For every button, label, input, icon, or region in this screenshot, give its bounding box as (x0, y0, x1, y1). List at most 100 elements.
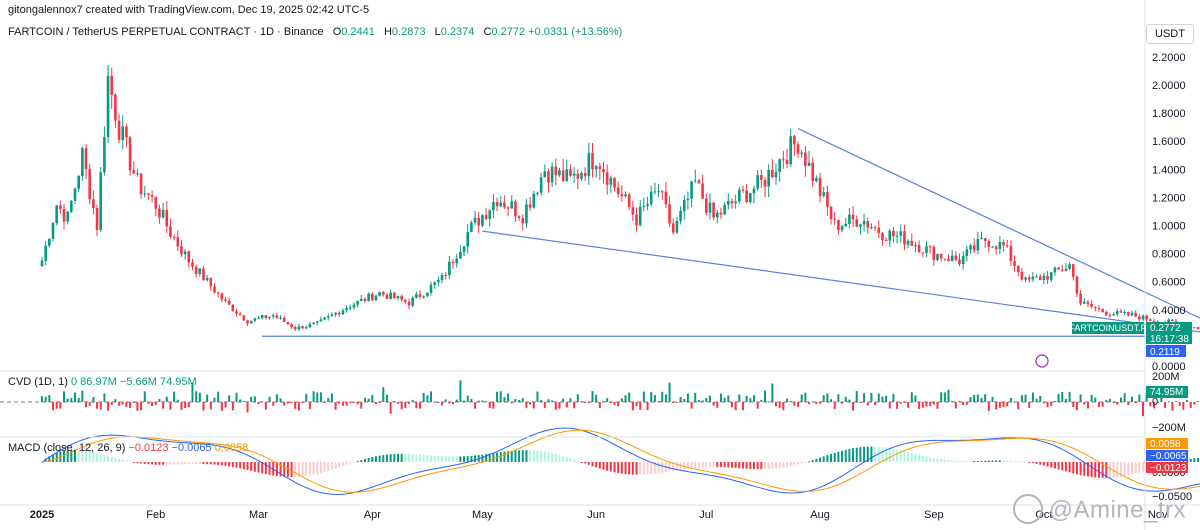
candle-body (341, 310, 345, 315)
candle-body (627, 194, 631, 208)
cvd-bar (239, 399, 242, 402)
candle-body (70, 200, 73, 212)
macd-histogram-bar (716, 462, 719, 468)
macd-histogram-bar (653, 462, 656, 474)
cvd-bar (422, 392, 425, 402)
cvd-bar (518, 400, 521, 402)
candle-body (466, 231, 470, 247)
macd-histogram-bar (870, 446, 873, 462)
cvd-value-1: 0 (70, 376, 78, 388)
cvd-bar (1094, 397, 1097, 402)
candle-body (943, 258, 947, 260)
cvd-bar (639, 402, 642, 410)
cvd-bar (338, 402, 341, 404)
macd-histogram-bar (323, 462, 326, 473)
cvd-bar (385, 394, 388, 402)
cvd-bar (1086, 402, 1089, 409)
candle-body (448, 261, 451, 276)
cvd-bar (1024, 394, 1027, 402)
macd-histogram-bar (1075, 462, 1078, 475)
cvd-bar (734, 402, 737, 411)
cvd-bar (312, 391, 315, 402)
candle-body (994, 246, 998, 250)
cvd-bar (1164, 402, 1167, 408)
cvd-bar (103, 393, 106, 402)
macd-histogram-bar (195, 462, 198, 465)
candle-body (220, 293, 224, 300)
cvd-bar (650, 391, 653, 402)
candle-body (862, 221, 866, 225)
low-value: 0.2374 (440, 26, 475, 38)
macd-histogram-bar (55, 452, 58, 462)
macd-histogram-bar (668, 462, 671, 472)
cvd-tick-label: −200M (1152, 422, 1186, 434)
cvd-bar (562, 398, 565, 402)
candle-body (301, 326, 304, 329)
cvd-bar (819, 402, 822, 404)
cvd-bar (136, 402, 139, 411)
macd-histogram-bar (378, 455, 381, 462)
candle-body (81, 148, 84, 177)
macd-histogram-bar (213, 462, 216, 465)
candle-body (110, 75, 114, 95)
cvd-bar (485, 401, 488, 403)
macd-histogram-bar (745, 462, 748, 469)
cvd-bar (661, 391, 664, 402)
candle-body (290, 324, 293, 328)
candle-body (1009, 246, 1013, 262)
candle-body (686, 198, 690, 201)
candle-body (1134, 313, 1137, 317)
macd-histogram-bar (349, 462, 352, 464)
cvd-bar (874, 402, 877, 405)
candle-body (1079, 293, 1082, 304)
candle-body (591, 153, 594, 170)
macd-histogram-bar (162, 462, 165, 465)
cvd-bar (551, 400, 554, 402)
candle-body (180, 246, 183, 255)
candle-body (539, 177, 543, 193)
cvd-bar (1046, 402, 1049, 408)
cvd-bar (679, 397, 682, 402)
macd-histogram-bar (268, 462, 271, 475)
candle-body (393, 292, 396, 299)
candle-body (888, 230, 892, 241)
macd-histogram-bar (198, 462, 201, 465)
cvd-bar (602, 401, 605, 403)
macd-histogram-bar (826, 455, 829, 462)
cvd-bar (81, 390, 84, 402)
cvd-bar (184, 402, 187, 409)
candle-body (730, 201, 734, 204)
cvd-bar (921, 402, 924, 408)
cvd-bar (290, 402, 293, 403)
candle-body (359, 298, 363, 301)
candle-body (668, 204, 671, 224)
candle-body (796, 144, 800, 154)
cvd-bar (576, 394, 579, 402)
macd-histogram-bar (866, 446, 869, 462)
macd-histogram-bar (752, 462, 755, 470)
candle-body (701, 183, 704, 199)
macd-histogram-bar (345, 462, 348, 465)
candle-body (785, 159, 789, 165)
macd-histogram-bar (697, 462, 700, 468)
cvd-bar (400, 402, 403, 410)
macd-histogram-bar (231, 462, 234, 468)
macd-histogram-bar (672, 462, 675, 471)
cvd-bar (492, 402, 495, 409)
macd-histogram-bar (573, 459, 576, 462)
cvd-bar (1035, 398, 1038, 402)
cvd-bar (345, 402, 348, 406)
cvd-bar (804, 392, 807, 402)
currency-button[interactable]: USDT (1146, 24, 1194, 44)
cvd-bar (631, 402, 634, 411)
candle-body (660, 191, 664, 193)
macd-histogram-bar (551, 452, 554, 462)
cvd-bar (308, 402, 311, 410)
macd-histogram-bar (400, 453, 403, 462)
macd-histogram-bar (973, 461, 976, 463)
macd-histogram-bar (301, 462, 304, 477)
macd-histogram-bar (74, 449, 77, 462)
cvd-bar (147, 402, 150, 404)
